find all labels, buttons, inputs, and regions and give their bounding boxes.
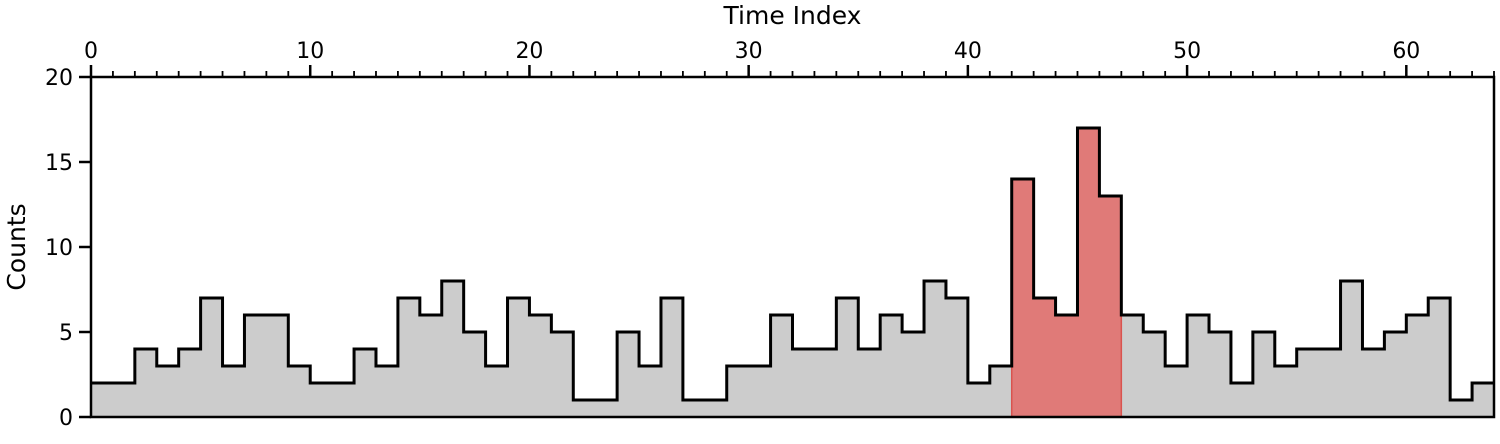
histogram-bar <box>595 400 618 417</box>
x-tick-label: 0 <box>84 39 98 64</box>
histogram-bar <box>529 315 552 417</box>
histogram-bar <box>419 315 443 417</box>
histogram-bar <box>1165 366 1188 417</box>
histogram-bar <box>332 383 355 417</box>
histogram-bar <box>836 298 859 417</box>
histogram-bar <box>1143 332 1166 417</box>
histogram-bar <box>858 349 881 417</box>
histogram-bar <box>1472 383 1495 417</box>
y-axis-title: Counts <box>2 203 31 290</box>
histogram-bar <box>880 315 903 417</box>
histogram-bar <box>704 400 728 417</box>
y-tick-label: 10 <box>45 236 73 261</box>
y-tick-label: 15 <box>45 151 73 176</box>
histogram-bar <box>1055 315 1078 417</box>
histogram-bar <box>945 298 969 417</box>
histogram-bar <box>1077 128 1100 417</box>
x-axis-title: Time Index <box>723 1 862 30</box>
histogram-bar <box>441 281 465 417</box>
histogram-bar <box>924 281 947 417</box>
y-tick-label: 0 <box>59 406 73 431</box>
histogram-bar <box>244 315 267 417</box>
histogram-bar <box>1362 349 1385 417</box>
histogram-bar <box>354 349 377 417</box>
histogram-bar <box>1252 332 1276 417</box>
histogram-bar <box>397 298 421 417</box>
x-tick-label: 40 <box>954 39 982 64</box>
histogram-bar <box>375 366 399 417</box>
histogram-bar <box>1428 298 1451 417</box>
histogram-bar <box>507 298 530 417</box>
histogram-bar <box>617 332 640 417</box>
histogram-bar <box>1033 298 1057 417</box>
histogram-bar <box>134 349 158 417</box>
histogram-bar <box>178 349 202 417</box>
histogram-bar <box>1384 332 1407 417</box>
histogram-bar <box>1011 179 1035 417</box>
histogram-bar <box>1209 332 1232 417</box>
histogram-bar <box>112 383 136 417</box>
histogram-bar <box>814 349 837 417</box>
histogram-bar <box>1318 349 1342 417</box>
histogram-bar <box>967 383 991 417</box>
x-tick-label: 50 <box>1173 39 1201 64</box>
y-tick-label: 20 <box>45 66 73 91</box>
x-tick-label: 30 <box>735 39 763 64</box>
x-tick-label: 60 <box>1392 39 1420 64</box>
histogram-bar <box>748 366 772 417</box>
histogram-bar <box>200 298 224 417</box>
histogram-bar <box>660 298 684 417</box>
histogram-bar <box>902 332 925 417</box>
histogram-bar <box>1187 315 1210 417</box>
histogram-bar <box>1274 366 1298 417</box>
histogram-bar <box>1340 281 1363 417</box>
histogram-bar <box>1450 400 1473 417</box>
histogram-bar <box>310 383 333 417</box>
histogram-bar <box>156 366 180 417</box>
x-tick-label: 20 <box>515 39 543 64</box>
histogram-bar <box>726 366 750 417</box>
y-tick-label: 5 <box>59 321 73 346</box>
histogram-bar <box>573 400 596 417</box>
histogram-bar <box>551 332 574 417</box>
histogram-bar <box>463 332 487 417</box>
histogram-bar <box>1296 349 1320 417</box>
histogram-bar <box>770 315 793 417</box>
histogram-bar <box>1406 315 1429 417</box>
histogram-bar <box>288 366 311 417</box>
histogram-bar <box>222 366 245 417</box>
histogram-bar <box>91 383 114 417</box>
histogram-bar <box>1099 196 1122 417</box>
histogram-bar <box>266 315 289 417</box>
histogram-bar <box>1121 315 1144 417</box>
histogram-bar <box>792 349 815 417</box>
histogram-bar <box>682 400 706 417</box>
histogram-bar <box>639 366 662 417</box>
histogram-bar <box>485 366 509 417</box>
histogram-bar <box>1230 383 1254 417</box>
histogram-bar <box>989 366 1013 417</box>
step-outline <box>91 126 1494 402</box>
x-tick-label: 10 <box>296 39 324 64</box>
